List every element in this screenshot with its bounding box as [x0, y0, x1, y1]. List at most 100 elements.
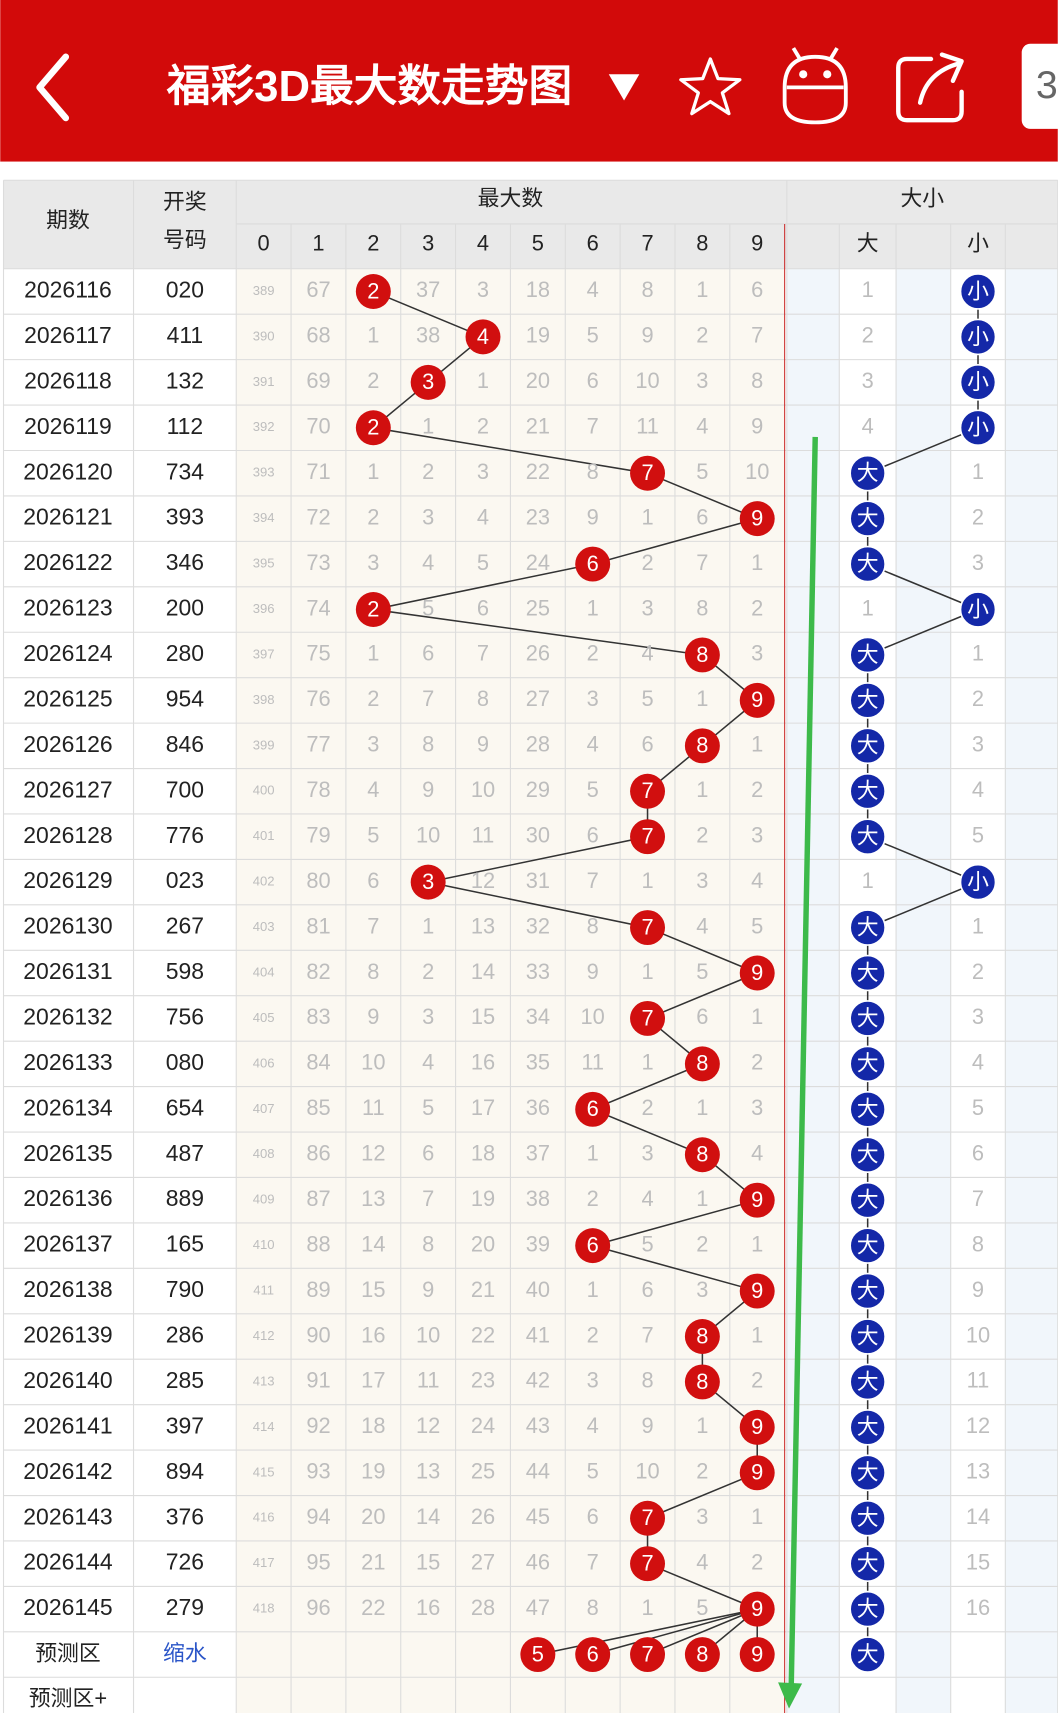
back-button[interactable] [36, 53, 70, 122]
size-omission: 15 [966, 1549, 990, 1574]
ball-label: 6 [587, 1096, 599, 1121]
omission: 402 [253, 874, 275, 889]
ball-label: 9 [751, 1460, 763, 1485]
omission: 1 [587, 595, 599, 620]
trend-line [592, 517, 758, 565]
ball-label: 大 [857, 551, 879, 576]
page-title[interactable]: 福彩3D最大数走势图 [166, 62, 572, 111]
trend-line [647, 1608, 758, 1656]
robot-button[interactable] [782, 47, 848, 125]
omission: 4 [641, 1186, 653, 1211]
omission: 2 [751, 777, 763, 802]
favorite-button[interactable] [679, 57, 742, 116]
ball-label: 小 [967, 369, 989, 394]
header-size: 大小 [900, 186, 944, 211]
omission: 4 [477, 504, 489, 529]
omission: 37 [526, 1141, 550, 1166]
ball-label: 大 [857, 1187, 879, 1212]
omission: 94 [306, 1504, 330, 1529]
omission: 27 [526, 686, 550, 711]
omission: 28 [471, 1595, 495, 1620]
tab-label[interactable]: 3 [1036, 63, 1058, 107]
size-omission: 2 [972, 686, 984, 711]
omission: 96 [306, 1595, 330, 1620]
trend-line [647, 972, 758, 1020]
omission: 400 [253, 783, 275, 798]
size-area-bg [896, 268, 951, 1713]
omission: 2 [696, 822, 708, 847]
period: 2026126 [23, 731, 112, 757]
winning-number: 411 [167, 322, 204, 348]
trend-line [373, 427, 648, 474]
ball [849, 1045, 886, 1083]
omission: 7 [587, 1549, 599, 1574]
ball-label: 大 [857, 1596, 879, 1621]
winning-number: 776 [166, 822, 204, 848]
omission: 30 [526, 822, 550, 847]
title-dropdown[interactable] [608, 74, 640, 101]
ball [355, 273, 391, 309]
ball-label: 9 [751, 1641, 763, 1666]
size-omission: 4 [972, 1050, 984, 1075]
ball [739, 1455, 775, 1491]
omission: 396 [253, 601, 275, 616]
trend-line [373, 608, 703, 656]
ball [849, 1590, 886, 1628]
ball-label: 9 [751, 1187, 763, 1212]
omission: 397 [253, 646, 275, 661]
ball-label: 7 [641, 824, 653, 849]
omission: 7 [422, 686, 434, 711]
omission: 413 [253, 1373, 275, 1388]
omission: 7 [751, 323, 763, 348]
tab-button[interactable] [1021, 43, 1058, 129]
omission: 8 [367, 959, 379, 984]
trend-line [592, 1199, 758, 1247]
annotation-arrow [788, 436, 818, 1688]
omission: 411 [253, 1283, 274, 1298]
header-digit: 1 [312, 230, 324, 255]
ball-label: 7 [641, 778, 653, 803]
ball-label: 8 [696, 1369, 708, 1394]
omission: 95 [306, 1549, 330, 1574]
omission: 7 [696, 550, 708, 575]
ball [684, 1046, 720, 1082]
omission: 1 [641, 504, 653, 529]
trend-line [647, 926, 758, 974]
omission: 16 [361, 1322, 385, 1347]
omission: 415 [253, 1464, 275, 1479]
omission: 19 [361, 1459, 385, 1484]
omission: 1 [696, 1413, 708, 1438]
omission: 38 [416, 323, 440, 348]
size-omission: 4 [972, 777, 984, 802]
ball [684, 1137, 720, 1173]
ball [849, 1545, 886, 1582]
ball [959, 318, 997, 356]
share-button[interactable] [896, 52, 964, 123]
ball-label: 9 [751, 1278, 763, 1303]
omission: 7 [587, 414, 599, 439]
period: 2026129 [23, 867, 112, 893]
omission: 10 [635, 1459, 659, 1484]
size-omission: 2 [862, 323, 874, 348]
omission: 4 [587, 277, 599, 302]
omission: 84 [306, 1050, 330, 1075]
omission: 1 [367, 641, 379, 666]
ball [959, 364, 997, 401]
size-omission: 8 [972, 1231, 984, 1256]
omission: 2 [641, 550, 653, 575]
omission: 34 [526, 1004, 550, 1029]
ball [849, 1499, 886, 1537]
ball-label: 6 [587, 551, 599, 576]
size-omission: 5 [972, 822, 984, 847]
ball [849, 1454, 886, 1492]
size-omission: 1 [972, 913, 984, 938]
trend-line [867, 835, 979, 883]
omission: 91 [306, 1368, 330, 1393]
omission: 14 [471, 959, 495, 984]
omission: 25 [471, 1459, 495, 1484]
omission: 1 [422, 414, 434, 439]
size-omission: 1 [972, 641, 984, 666]
ball [575, 1637, 611, 1673]
omission: 8 [641, 1368, 653, 1393]
omission: 10 [471, 777, 495, 802]
